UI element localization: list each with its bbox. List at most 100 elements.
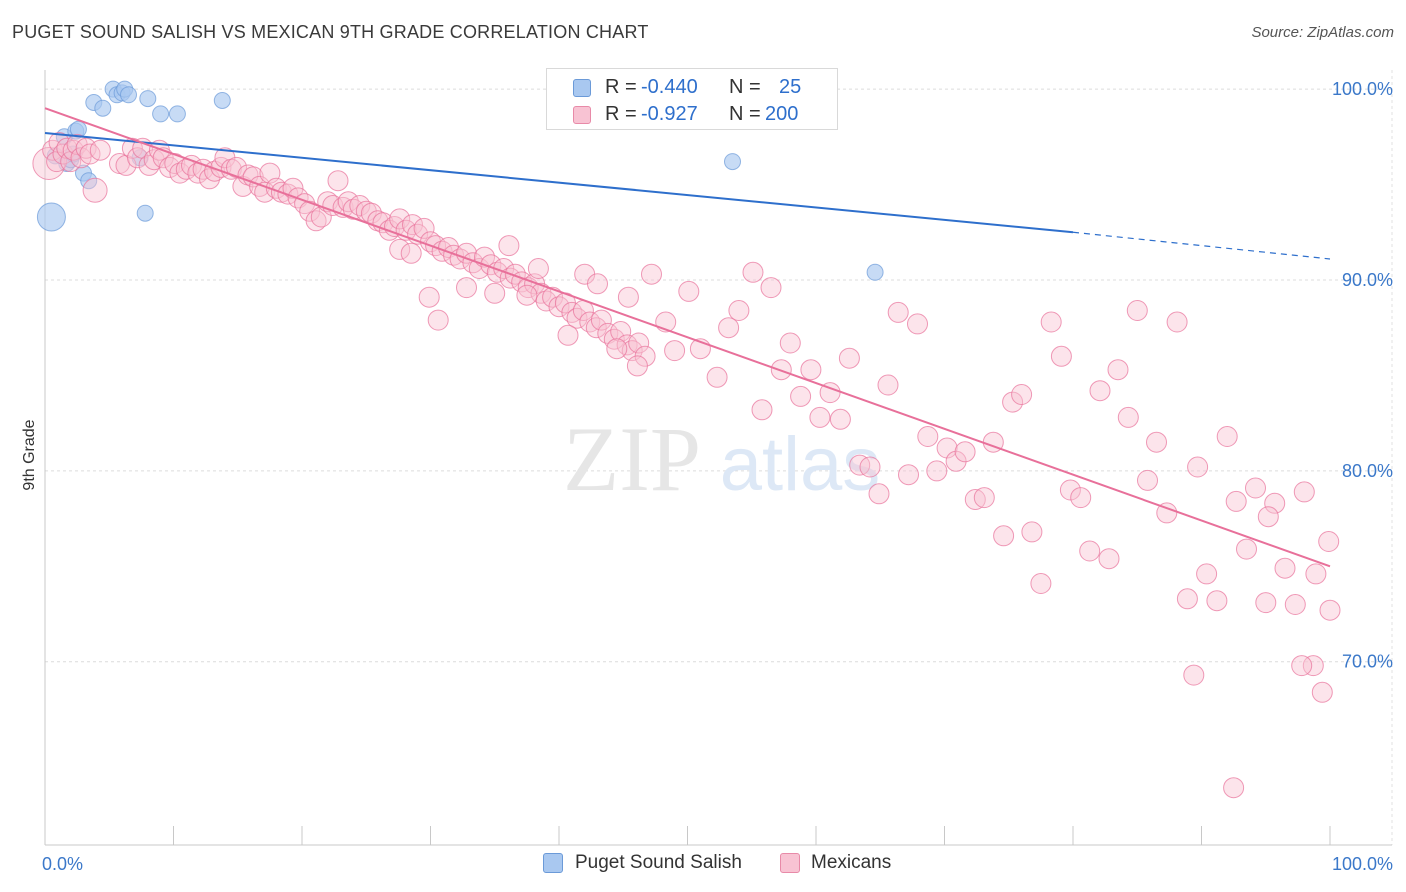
point-mexicans bbox=[610, 321, 632, 342]
legend-row-mexicans: R = -0.927 N = 200 bbox=[547, 100, 837, 128]
point-salish bbox=[724, 153, 741, 171]
point-mexicans bbox=[1319, 599, 1341, 621]
point-mexicans bbox=[1166, 311, 1188, 333]
point-salish bbox=[152, 105, 170, 123]
legend-n-label: N = bbox=[729, 103, 761, 125]
bottom-legend-mexicans: Mexicans bbox=[811, 852, 892, 873]
point-mexicans bbox=[1257, 506, 1279, 528]
point-mexicans bbox=[1255, 592, 1277, 614]
x-tick-label: 100.0% bbox=[1332, 854, 1393, 874]
point-mexicans bbox=[760, 277, 782, 299]
point-mexicans bbox=[887, 301, 909, 323]
trend-lines bbox=[44, 107, 1331, 568]
point-mexicans bbox=[548, 296, 570, 318]
point-mexicans bbox=[1183, 664, 1205, 686]
grid-lines bbox=[45, 70, 1393, 845]
trendline-salish-extension bbox=[1072, 231, 1331, 260]
bottom-legend-swatch-mexicans bbox=[780, 853, 800, 873]
point-mexicans bbox=[838, 347, 860, 369]
point-mexicans bbox=[1059, 479, 1081, 501]
point-mexicans bbox=[402, 214, 423, 236]
legend-r-label: R = bbox=[605, 103, 637, 125]
point-mexicans bbox=[1274, 557, 1296, 579]
point-mexicans bbox=[954, 441, 976, 463]
point-mexicans bbox=[1030, 573, 1052, 594]
point-mexicans bbox=[427, 309, 449, 331]
point-mexicans bbox=[527, 258, 549, 279]
point-mexicans bbox=[431, 240, 453, 262]
y-axis-label: 9th Grade bbox=[21, 419, 38, 491]
point-mexicans bbox=[282, 177, 304, 199]
point-mexicans bbox=[89, 139, 111, 161]
point-mexicans bbox=[917, 426, 939, 447]
point-mexicans bbox=[1156, 502, 1178, 524]
point-mexicans bbox=[1176, 588, 1198, 610]
point-mexicans bbox=[1196, 563, 1218, 585]
point-mexicans bbox=[418, 286, 440, 308]
point-mexicans bbox=[964, 489, 986, 510]
trendline-mexicans bbox=[44, 107, 1331, 568]
point-mexicans bbox=[498, 235, 520, 257]
point-mexicans bbox=[127, 147, 148, 169]
legend-row-salish: R = -0.440 N = 25 bbox=[547, 73, 837, 101]
point-mexicans bbox=[664, 340, 686, 362]
point-mexicans bbox=[1245, 477, 1266, 499]
legend-n-value: 25 bbox=[779, 76, 802, 98]
point-mexicans bbox=[389, 208, 411, 230]
point-mexicans bbox=[462, 252, 484, 274]
point-mexicans bbox=[1089, 380, 1111, 402]
point-mexicans bbox=[456, 277, 477, 299]
point-mexicans bbox=[1311, 681, 1333, 703]
point-mexicans bbox=[1070, 487, 1092, 509]
point-mexicans bbox=[907, 313, 928, 335]
point-mexicans bbox=[877, 374, 899, 396]
y-tick-label: 90.0% bbox=[1342, 270, 1393, 290]
point-mexicans bbox=[859, 456, 881, 478]
point-mexicans bbox=[790, 385, 812, 407]
point-mexicans bbox=[1206, 590, 1228, 612]
legend-r-value: -0.927 bbox=[641, 103, 698, 125]
point-mexicans bbox=[590, 309, 612, 331]
point-mexicans bbox=[1264, 492, 1286, 514]
point-mexicans bbox=[800, 359, 822, 381]
point-mexicans bbox=[1079, 540, 1101, 562]
legend-swatch-mexicans bbox=[573, 106, 591, 124]
point-mexicans bbox=[557, 324, 579, 346]
legend-r-label: R = bbox=[605, 76, 637, 98]
point-mexicans bbox=[718, 317, 740, 339]
watermark: ZIP atlas bbox=[563, 408, 880, 510]
point-mexicans bbox=[809, 406, 831, 428]
point-mexicans bbox=[728, 300, 750, 321]
bottom-legend-swatch-salish bbox=[543, 853, 563, 873]
point-mexicans bbox=[1040, 311, 1062, 333]
chart-source: Source: ZipAtlas.com bbox=[1251, 24, 1394, 41]
point-mexicans bbox=[327, 170, 349, 192]
point-mexicans bbox=[973, 487, 995, 509]
point-mexicans bbox=[516, 284, 538, 306]
point-mexicans bbox=[628, 332, 650, 354]
scatter-points bbox=[32, 80, 1341, 799]
point-mexicans bbox=[742, 261, 764, 283]
point-mexicans bbox=[1117, 406, 1139, 428]
point-mexicans bbox=[535, 290, 557, 312]
point-mexicans bbox=[1216, 426, 1238, 447]
point-salish bbox=[36, 202, 66, 232]
point-mexicans bbox=[678, 280, 700, 302]
point-mexicans bbox=[1107, 359, 1129, 381]
point-mexicans bbox=[898, 464, 919, 486]
point-mexicans bbox=[641, 263, 662, 285]
point-mexicans bbox=[143, 149, 165, 171]
point-mexicans bbox=[1318, 531, 1340, 552]
watermark-atlas: atlas bbox=[720, 422, 881, 507]
point-mexicans bbox=[1291, 655, 1313, 677]
bottom-legend-salish: Puget Sound Salish bbox=[575, 852, 742, 873]
point-mexicans bbox=[1284, 594, 1306, 615]
point-mexicans bbox=[587, 273, 608, 295]
point-mexicans bbox=[1223, 777, 1245, 799]
point-mexicans bbox=[1293, 481, 1315, 503]
point-salish bbox=[168, 105, 186, 123]
point-mexicans bbox=[617, 286, 639, 308]
point-mexicans bbox=[1236, 538, 1257, 560]
point-mexicans bbox=[1002, 391, 1024, 413]
